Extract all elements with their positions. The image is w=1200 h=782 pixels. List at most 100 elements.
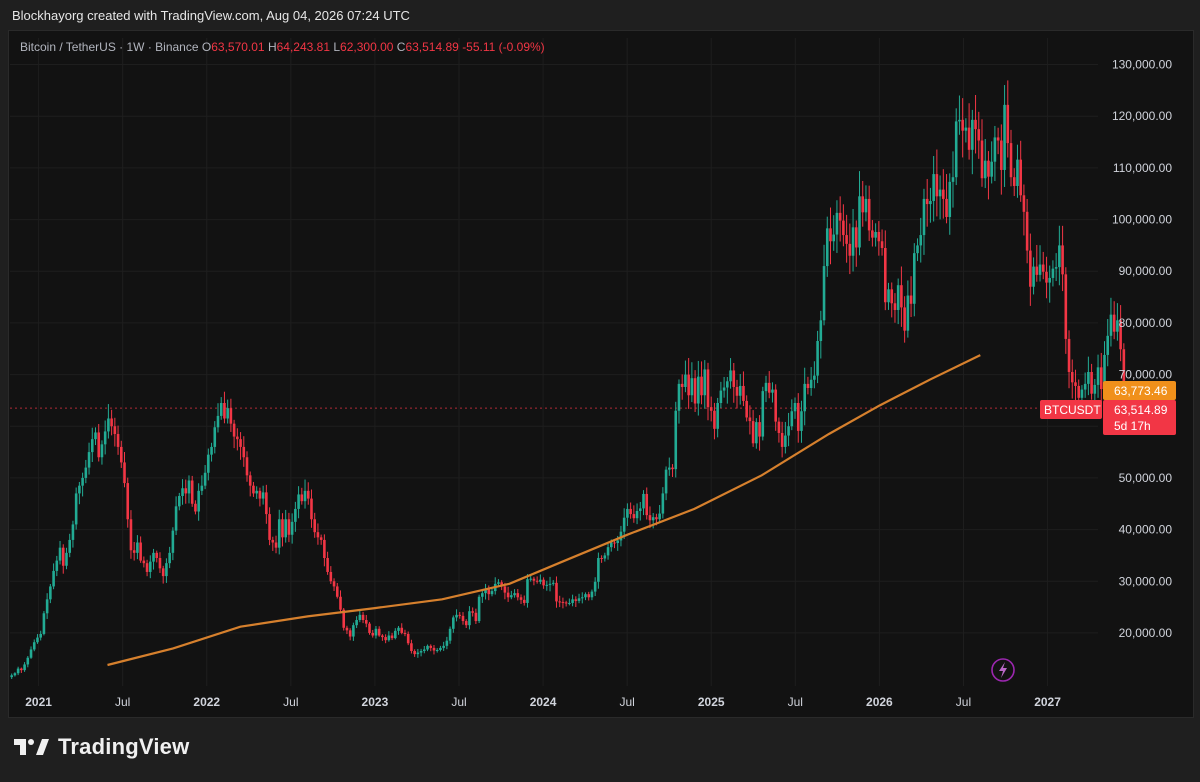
candle-body <box>61 547 65 566</box>
candle-body <box>94 432 97 440</box>
candle-body <box>648 515 652 521</box>
candle-body <box>448 628 452 641</box>
x-tick-label: 2024 <box>530 695 557 709</box>
change-value: -55.11 (-0.09%) <box>462 40 545 54</box>
candle-body <box>835 212 839 235</box>
candle-body <box>716 402 719 429</box>
candle-body <box>887 289 890 303</box>
candle-body <box>532 578 536 581</box>
candle-body <box>674 410 678 470</box>
candle-body <box>629 508 632 515</box>
candle-body <box>252 485 255 494</box>
candle-body <box>342 609 346 628</box>
candle-body <box>664 469 668 494</box>
candle-body <box>319 537 323 540</box>
candle-body <box>10 675 13 678</box>
candle-body <box>842 220 845 236</box>
candle-body <box>948 181 952 217</box>
symbol-name: Bitcoin / TetherUS · 1W · Binance <box>20 40 199 54</box>
candle-body <box>313 519 317 533</box>
candle-body <box>977 129 981 141</box>
candle-body <box>706 369 710 408</box>
candle-body <box>703 369 707 396</box>
candle-body <box>745 400 748 418</box>
candle-body <box>290 521 294 535</box>
symbol-legend[interactable]: Bitcoin / TetherUS · 1W · Binance O63,57… <box>20 40 545 54</box>
candle-body <box>748 417 752 422</box>
candle-body <box>1099 367 1103 390</box>
candle-body <box>1029 250 1032 287</box>
candle-body <box>796 402 800 431</box>
candle-body <box>90 439 94 453</box>
candle-body <box>323 539 326 559</box>
candle-body <box>751 421 755 444</box>
candle-body <box>1122 349 1126 402</box>
candle-body <box>967 127 971 150</box>
lightning-icon[interactable] <box>991 658 1015 682</box>
candle-body <box>635 510 639 519</box>
candle-body <box>700 376 703 396</box>
candle-body <box>938 189 942 197</box>
candle-body <box>368 623 371 633</box>
candle-body <box>619 531 623 541</box>
candle-body <box>1016 159 1019 186</box>
candle-body <box>184 488 188 494</box>
chart-area[interactable] <box>8 30 1194 718</box>
candle-body <box>597 558 600 582</box>
candle-body <box>822 266 826 321</box>
candle-body <box>961 119 964 131</box>
candle-body <box>364 620 368 624</box>
last-price-value: 63,514.89 <box>1114 403 1168 417</box>
candle-body <box>300 494 304 502</box>
candle-body <box>413 651 416 655</box>
candle-body <box>519 597 523 600</box>
candle-body <box>568 602 571 604</box>
candle-body <box>1006 104 1010 144</box>
candle-body <box>223 402 226 419</box>
candle-body <box>832 234 836 242</box>
candle-body <box>555 582 558 602</box>
y-tick-label: 40,000.00 <box>1119 523 1173 537</box>
candle-body <box>806 383 810 389</box>
candle-body <box>580 597 584 599</box>
candle-body <box>767 382 771 393</box>
candle-body <box>1109 314 1113 336</box>
footer-brand[interactable]: TradingView <box>14 734 189 760</box>
candle-body <box>458 614 462 616</box>
candle-body <box>780 432 784 447</box>
candle-body <box>226 408 229 419</box>
candle-body <box>136 542 139 553</box>
candle-body <box>1051 268 1055 278</box>
candle-body <box>142 560 146 564</box>
candle-body <box>471 611 474 613</box>
candle-body <box>738 385 742 396</box>
candle-body <box>642 493 645 509</box>
candle-body <box>497 582 500 584</box>
candle-body <box>1003 104 1006 170</box>
x-tick-label: 2023 <box>362 695 389 709</box>
candle-body <box>864 198 868 213</box>
candle-body <box>584 594 587 598</box>
candle-body <box>564 602 568 604</box>
candle-body <box>600 558 603 560</box>
candle-body <box>755 422 758 444</box>
candle-body <box>732 370 736 387</box>
candle-body <box>371 632 375 636</box>
candle-body <box>190 480 194 504</box>
candle-body <box>74 493 78 525</box>
y-tick-label: 80,000.00 <box>1119 316 1173 330</box>
y-tick-label: 110,000.00 <box>1113 161 1172 175</box>
candle-body <box>78 485 81 494</box>
y-tick-label: 130,000.00 <box>1112 58 1172 72</box>
candle-body <box>1022 195 1026 212</box>
x-tick-label: 2021 <box>25 695 52 709</box>
candle-body <box>587 594 591 598</box>
x-tick-label: 2025 <box>698 695 725 709</box>
candle-body <box>626 508 629 518</box>
candle-body <box>110 418 113 427</box>
candle-body <box>606 547 610 556</box>
candle-body <box>419 651 423 653</box>
candle-body <box>816 340 819 376</box>
candle-body <box>645 493 649 516</box>
